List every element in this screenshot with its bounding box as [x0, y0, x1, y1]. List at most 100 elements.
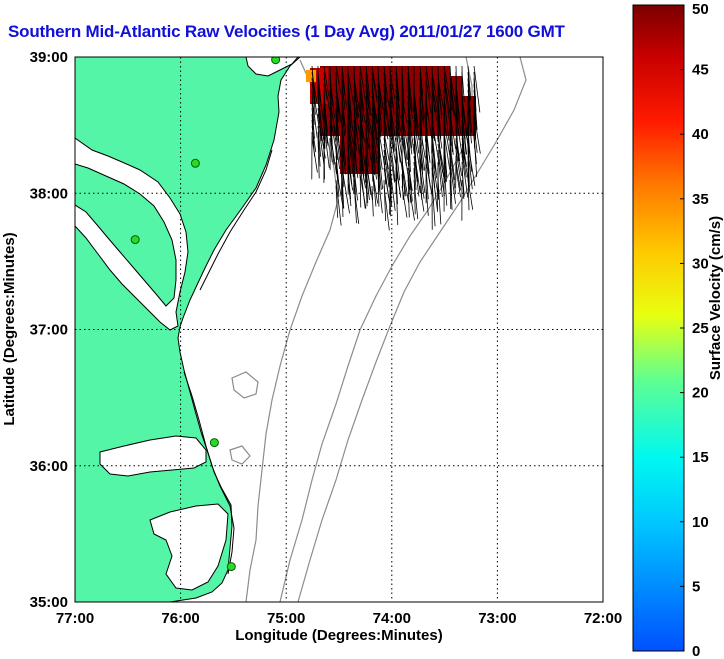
velocity-vector [365, 161, 373, 201]
velocity-vector [395, 83, 401, 113]
velocity-vector [419, 71, 424, 107]
velocity-vector [401, 119, 408, 160]
velocity-vector [389, 119, 395, 153]
x-tick-label: 72:00 [584, 610, 622, 627]
velocity-vector [437, 173, 439, 210]
velocity-vector [419, 155, 426, 193]
velocity-vector [377, 155, 382, 190]
radar-station-marker [130, 235, 140, 245]
velocity-vector [311, 95, 318, 139]
velocity-vector [335, 167, 344, 209]
velocity-vector [383, 131, 390, 161]
velocity-vector [395, 119, 403, 158]
velocity-vector [341, 137, 346, 175]
velocity-vector [431, 89, 438, 121]
velocity-vector [341, 167, 350, 214]
velocity-vector [353, 119, 357, 151]
map-title: Southern Mid-Atlantic Raw Velocities (1 … [8, 22, 565, 41]
velocity-vector [359, 113, 365, 142]
velocity-vector [377, 83, 382, 110]
velocity-vector [461, 149, 467, 178]
velocity-vector [437, 143, 446, 183]
velocity-vector [347, 131, 354, 177]
velocity-vector [371, 167, 379, 204]
velocity-vector [365, 65, 371, 97]
velocity-vector [353, 89, 360, 118]
colorbar-tick-label: 20 [692, 385, 709, 402]
colorbar-tick-label: 40 [692, 126, 709, 143]
velocity-vector [353, 149, 359, 179]
velocity-vector [371, 113, 378, 148]
radar-station-marker [271, 57, 281, 65]
colorbar-tick-label: 10 [692, 514, 709, 531]
velocity-vector [389, 167, 396, 211]
velocity-vector [371, 143, 376, 176]
velocity-vector [449, 83, 456, 116]
velocity-vector [389, 101, 397, 142]
velocity-vector [359, 89, 366, 124]
x-tick-label: 74:00 [373, 610, 411, 627]
radar-stations [130, 57, 281, 572]
velocity-vector [389, 71, 396, 100]
velocity-vector [335, 185, 339, 218]
velocity-vector [449, 89, 454, 116]
velocity-vector [317, 131, 321, 167]
velocity-vector [413, 179, 419, 220]
velocity-vector [419, 131, 426, 171]
y-axis-ticks: 35:00 36:00 37:00 38:00 39:00 [30, 49, 68, 611]
velocity-vector [413, 167, 416, 215]
velocity-vector [467, 89, 473, 133]
velocity-vector [323, 95, 328, 133]
velocity-vector [335, 143, 341, 170]
velocity-vector [347, 95, 354, 133]
velocity-vector [425, 143, 430, 174]
velocity-vector [341, 179, 344, 218]
velocity-vector [407, 167, 412, 203]
velocity-vector [365, 89, 371, 115]
velocity-vector [419, 143, 424, 171]
velocity-vector [467, 101, 472, 144]
velocity-vector [383, 143, 389, 170]
velocity-vector [401, 131, 409, 175]
velocity-vector [395, 71, 400, 101]
velocity-vector [395, 173, 398, 205]
velocity-vector [383, 65, 388, 94]
velocity-vector [395, 101, 400, 130]
x-tick-label: 75:00 [267, 610, 305, 627]
velocity-vector [377, 95, 382, 123]
velocity-vector [341, 107, 346, 137]
velocity-vector [425, 131, 431, 160]
velocity-vector [347, 71, 354, 105]
velocity-vector [407, 65, 413, 112]
velocity-vector [353, 167, 358, 201]
velocity-vector [335, 179, 342, 226]
velocity-vector [419, 185, 425, 212]
velocity-vector [347, 125, 354, 168]
velocity-vector [323, 119, 326, 149]
velocity-vector [383, 113, 389, 140]
velocity-vector [365, 107, 371, 135]
velocity-vector [443, 83, 451, 126]
velocity-vector [437, 119, 443, 149]
velocity-vector [449, 179, 452, 209]
velocity-vector [461, 167, 465, 197]
velocity-vector [461, 155, 469, 198]
velocity-vector [437, 89, 443, 116]
velocity-vector [443, 119, 452, 161]
velocity-vector [365, 113, 371, 149]
velocity-vector [473, 113, 481, 154]
velocity-vector [461, 113, 468, 155]
velocity-vector [341, 77, 348, 107]
velocity-vector [419, 125, 426, 158]
velocity-vector [401, 161, 409, 203]
velocity-vector [353, 185, 360, 224]
velocity-vector [401, 167, 407, 196]
velocity-vector [431, 179, 436, 227]
velocity-vectors [311, 65, 481, 231]
velocity-vector [377, 101, 382, 138]
velocity-vector [401, 101, 405, 150]
velocity-vector [443, 95, 450, 141]
velocity-vector [437, 179, 442, 225]
velocity-vector [383, 149, 390, 188]
velocity-vector [455, 131, 461, 162]
